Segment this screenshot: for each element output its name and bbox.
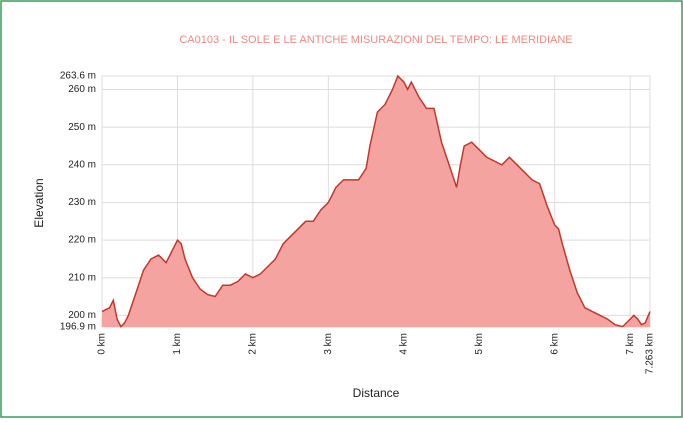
y-tick-label: 250 m (68, 122, 96, 133)
y-axis-label: Elevation (32, 178, 46, 227)
x-tick-label: 4 km (398, 333, 409, 355)
y-tick-label: 263.6 m (60, 71, 96, 82)
chart-title: CA0103 - IL SOLE E LE ANTICHE MISURAZION… (179, 34, 572, 46)
y-tick-label: 220 m (68, 235, 96, 246)
x-tick-label: 1 km (172, 333, 183, 355)
line (101, 74, 651, 328)
x-tick-label: 5 km (474, 333, 485, 355)
area (102, 76, 650, 327)
y-tick-label: 196.9 m (60, 322, 96, 333)
x-axis-label: Distance (353, 386, 400, 400)
x-tick-label: 6 km (549, 333, 560, 355)
x-tick-label: 2 km (248, 333, 259, 355)
y-tick-label: 210 m (68, 272, 96, 283)
x-tick-label: 3 km (323, 333, 334, 355)
y-tick-label: 240 m (68, 159, 96, 170)
y-tick-label: 230 m (68, 197, 96, 208)
y-tick-label: 260 m (68, 84, 96, 95)
x-tick-label: 0 km (97, 333, 108, 355)
x-tick-label: 7.263 km (645, 333, 656, 374)
x-tick-label: 7 km (625, 333, 636, 355)
y-tick-label: 200 m (68, 310, 96, 321)
